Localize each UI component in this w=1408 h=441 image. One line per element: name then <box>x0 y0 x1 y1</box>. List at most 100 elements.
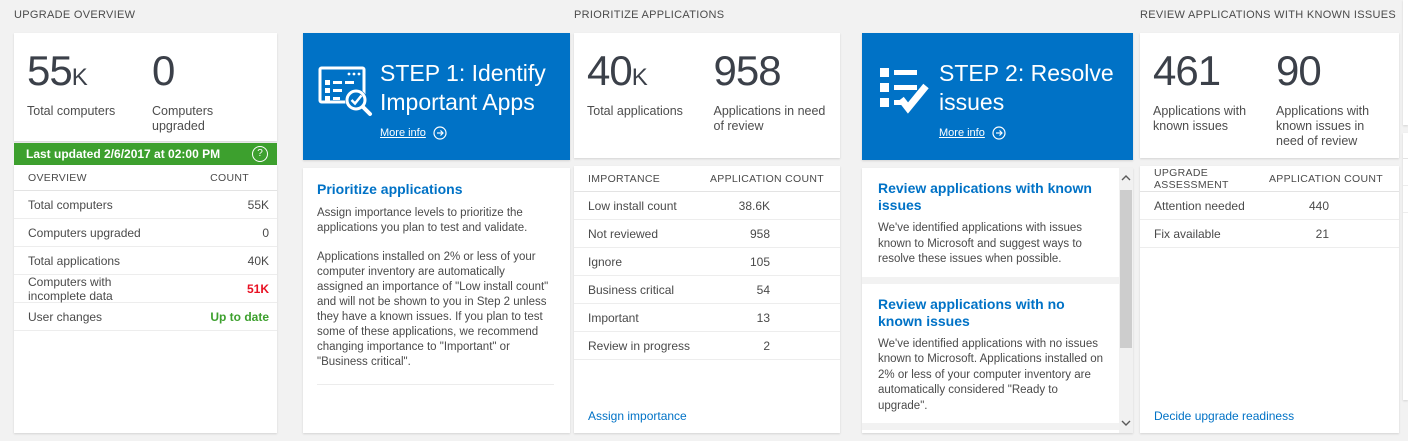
importance-table: IMPORTANCE APPLICATION COUNT Low install… <box>574 166 840 433</box>
row-label: Total applications <box>28 253 121 268</box>
review-section: Review applications with no known issues… <box>862 276 1119 424</box>
step2-more-info-link[interactable]: More info <box>939 126 1006 140</box>
stat-value: 461 <box>1153 47 1221 94</box>
row-label: Computers upgraded <box>28 225 141 240</box>
resolve-issues-icon <box>877 59 937 141</box>
row-label: Business critical <box>588 282 675 297</box>
table-row[interactable]: Computers upgraded 0 <box>14 219 277 247</box>
column-header-application-count: APPLICATION COUNT <box>1268 172 1383 185</box>
prioritize-stats-card: 40K Total applications 958 Applications … <box>574 33 840 158</box>
row-value: 38.6K <box>738 198 770 213</box>
stat-value: 958 <box>713 47 782 94</box>
stat-label: Total computers <box>27 104 116 118</box>
overview-stats: 55K Total computers 0 Computers upgraded <box>14 33 277 134</box>
review-section: Review applications with known issues We… <box>862 168 1119 277</box>
scrollbar[interactable] <box>1119 168 1133 433</box>
section-divider <box>862 276 1119 284</box>
paragraph: Assign importance levels to prioritize t… <box>317 207 528 234</box>
stat-tile[interactable]: 0 Computers upgraded <box>152 48 271 134</box>
review-stats-card: 461 Applications with known issues 90 Ap… <box>1140 33 1399 158</box>
resolve-issues-panel: Review applications with known issues We… <box>862 168 1133 433</box>
step2-title: STEP 2: Resolve issues <box>939 60 1114 115</box>
table-row[interactable]: Business critical 54 <box>574 276 840 304</box>
section-header-review-known-issues: REVIEW APPLICATIONS WITH KNOWN ISSUES <box>1140 9 1396 21</box>
column-header-overview: OVERVIEW <box>28 171 87 184</box>
upgrade-assessment-table: UPGRADE ASSESSMENT APPLICATION COUNT Att… <box>1140 166 1399 433</box>
stat-value: 40K <box>587 47 648 94</box>
table-row[interactable]: Important 13 <box>574 304 840 332</box>
table-header: OVERVIEW COUNT <box>14 165 277 191</box>
table-row[interactable]: Computers with incomplete data 51K <box>14 275 277 303</box>
row-value: 440 <box>1308 198 1329 213</box>
row-value: 55K <box>247 197 269 212</box>
stat-tile[interactable]: 40K Total applications <box>587 48 708 134</box>
table-row[interactable]: Review in progress 2 <box>574 332 840 360</box>
column-header-importance: IMPORTANCE <box>588 172 661 185</box>
row-label: Not reviewed <box>588 226 659 241</box>
prioritize-heading: Prioritize applications <box>317 181 463 197</box>
row-value: Up to date <box>210 309 269 324</box>
table-header: UPGRADE ASSESSMENT APPLICATION COUNT <box>1140 166 1399 192</box>
stat-tile[interactable]: 55K Total computers <box>27 48 146 134</box>
stat-label: Total applications <box>587 104 683 118</box>
step1-title: STEP 1: Identify Important Apps <box>380 60 546 115</box>
scroll-down-icon[interactable] <box>1119 415 1133 431</box>
table-row[interactable]: Total computers 55K <box>14 191 277 219</box>
section-header-upgrade-overview: UPGRADE OVERVIEW <box>14 9 136 21</box>
arrow-circle-icon <box>433 126 447 140</box>
cut-off-card <box>1403 133 1408 400</box>
stat-label: Applications with known issues <box>1153 104 1247 133</box>
help-icon[interactable]: ? <box>252 146 268 162</box>
row-label: Ignore <box>588 254 623 269</box>
stat-tile[interactable]: 90 Applications with known issues in nee… <box>1276 48 1393 149</box>
importance-table-rows: Low install count 38.6K Not reviewed 958… <box>574 192 840 360</box>
column-header-application-count: APPLICATION COUNT <box>709 172 824 185</box>
scroll-thumb[interactable] <box>1120 190 1132 348</box>
prioritize-applications-panel: Prioritize applications Assign importanc… <box>303 168 570 433</box>
row-value: 40K <box>247 253 269 268</box>
row-label: Attention needed <box>1154 198 1245 213</box>
stat-value: 55K <box>27 47 88 94</box>
step1-card[interactable]: STEP 1: Identify Important Apps More inf… <box>303 33 570 160</box>
last-updated-text: Last updated 2/6/2017 at 02:00 PM <box>26 147 221 161</box>
table-row[interactable]: User changes Up to date <box>14 303 277 331</box>
stat-tile[interactable]: 958 Applications in need of review <box>714 48 835 134</box>
divider <box>317 384 554 385</box>
overview-stats-card: 55K Total computers 0 Computers upgraded <box>14 33 277 141</box>
stat-value: 90 <box>1276 47 1322 94</box>
step2-card[interactable]: STEP 2: Resolve issues More info <box>862 33 1133 160</box>
section-divider <box>862 423 1119 430</box>
resolve-sections: Review applications with known issues We… <box>862 168 1119 433</box>
scroll-up-icon[interactable] <box>1119 170 1133 186</box>
review-section-heading[interactable]: Review applications with known issues <box>878 180 1092 213</box>
row-value: 2 <box>763 338 770 353</box>
overview-table-rows: Total computers 55K Computers upgraded 0… <box>14 191 277 331</box>
row-value: 0 <box>262 225 269 240</box>
row-label: User changes <box>28 309 103 324</box>
table-row[interactable]: Ignore 105 <box>574 248 840 276</box>
table-row[interactable]: Attention needed 440 <box>1140 192 1399 220</box>
step1-more-info-link[interactable]: More info <box>380 126 447 140</box>
stat-label: Computers upgraded <box>152 104 214 133</box>
row-label: Total computers <box>28 197 113 212</box>
row-label: Important <box>588 310 639 325</box>
row-value: 105 <box>749 254 770 269</box>
table-row[interactable]: Total applications 40K <box>14 247 277 275</box>
row-value: 51K <box>246 281 269 296</box>
row-value: 958 <box>749 226 770 241</box>
table-header: IMPORTANCE APPLICATION COUNT <box>574 166 840 192</box>
assessment-table-rows: Attention needed 440 Fix available 21 <box>1140 192 1399 248</box>
row-value: 21 <box>1315 226 1329 241</box>
decide-upgrade-readiness-link[interactable]: Decide upgrade readiness <box>1154 409 1295 423</box>
overview-table: OVERVIEW COUNT Total computers 55K Compu… <box>14 165 277 433</box>
arrow-circle-icon <box>992 126 1006 140</box>
column-header-count: COUNT <box>210 171 249 184</box>
table-row[interactable]: Not reviewed 958 <box>574 220 840 248</box>
row-value: 13 <box>756 310 770 325</box>
assign-importance-link[interactable]: Assign importance <box>588 409 687 423</box>
review-section-heading[interactable]: Review applications with no known issues <box>878 295 1065 329</box>
stat-tile[interactable]: 461 Applications with known issues <box>1153 48 1270 149</box>
table-row[interactable]: Low install count 38.6K <box>574 192 840 220</box>
table-row[interactable]: Fix available 21 <box>1140 220 1399 248</box>
